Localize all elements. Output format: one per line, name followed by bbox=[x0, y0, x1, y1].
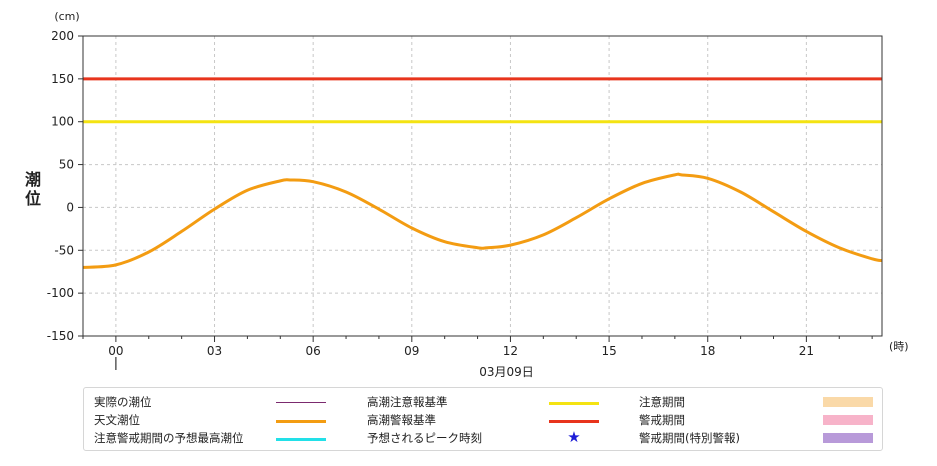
legend-label: 天文潮位 bbox=[94, 413, 140, 427]
legend-line-swatch bbox=[549, 402, 599, 405]
series-tide-line bbox=[82, 172, 883, 269]
y-tick-label: 100 bbox=[51, 115, 74, 129]
axes: 200 150 100 50 0 -50 -100 -150 00 03 06 09 12 15 18 21 (… bbox=[47, 10, 909, 379]
legend-label: 警戒期間 bbox=[639, 413, 685, 427]
legend-area-swatch bbox=[823, 397, 873, 407]
legend-line-swatch bbox=[549, 420, 599, 423]
y-axis-label: 潮位 bbox=[24, 170, 41, 208]
legend-line-swatch bbox=[276, 420, 326, 423]
legend-line-swatch bbox=[276, 438, 326, 441]
star-icon: ★ bbox=[567, 428, 581, 446]
legend-label: 高潮警報基準 bbox=[367, 413, 436, 427]
x-tick-label: 12 bbox=[503, 344, 518, 358]
legend-label: 警戒期間(特別警報) bbox=[639, 431, 740, 445]
y-tick-label: -50 bbox=[54, 243, 74, 257]
legend-line-swatch bbox=[276, 402, 326, 403]
legend-area-swatch bbox=[823, 433, 873, 443]
legend: 実際の潮位天文潮位注意警戒期間の予想最高潮位 高潮注意報基準 高潮警報基準予想される… bbox=[83, 387, 883, 451]
y-tick-label: 0 bbox=[66, 200, 74, 214]
y-tick-label: -100 bbox=[47, 286, 74, 300]
plot-frame bbox=[82, 35, 883, 337]
x-tick-label: 18 bbox=[700, 344, 715, 358]
legend-area-swatch bbox=[823, 415, 873, 425]
y-tick-label: 50 bbox=[59, 158, 74, 172]
legend-label: 注意期間 bbox=[639, 395, 685, 409]
x-tick-label: 21 bbox=[799, 344, 814, 358]
y-tick-label: 200 bbox=[51, 29, 74, 43]
grid bbox=[83, 36, 882, 336]
series-layer bbox=[82, 77, 883, 269]
x-tick-label: 00 bbox=[108, 344, 123, 358]
x-tick-label: 06 bbox=[306, 344, 321, 358]
y-tick-label: -150 bbox=[47, 329, 74, 343]
legend-label: 高潮注意報基準 bbox=[367, 395, 448, 409]
x-tick-label: 09 bbox=[404, 344, 419, 358]
tide-chart: 200 150 100 50 0 -50 -100 -150 00 03 06 09 12 15 18 21 (… bbox=[47, 10, 909, 379]
x-tick-label: 15 bbox=[601, 344, 616, 358]
legend-label: 注意警戒期間の予想最高潮位 bbox=[94, 431, 244, 445]
x-tick-label: 03 bbox=[207, 344, 222, 358]
x-unit-label: (時) bbox=[889, 340, 909, 353]
legend-label: 予想されるピーク時刻 bbox=[367, 431, 482, 445]
x-axis-label: 03月09日 bbox=[479, 365, 534, 379]
y-unit-label: (cm) bbox=[54, 10, 79, 23]
legend-label: 実際の潮位 bbox=[94, 395, 152, 409]
y-tick-label: 150 bbox=[51, 72, 74, 86]
